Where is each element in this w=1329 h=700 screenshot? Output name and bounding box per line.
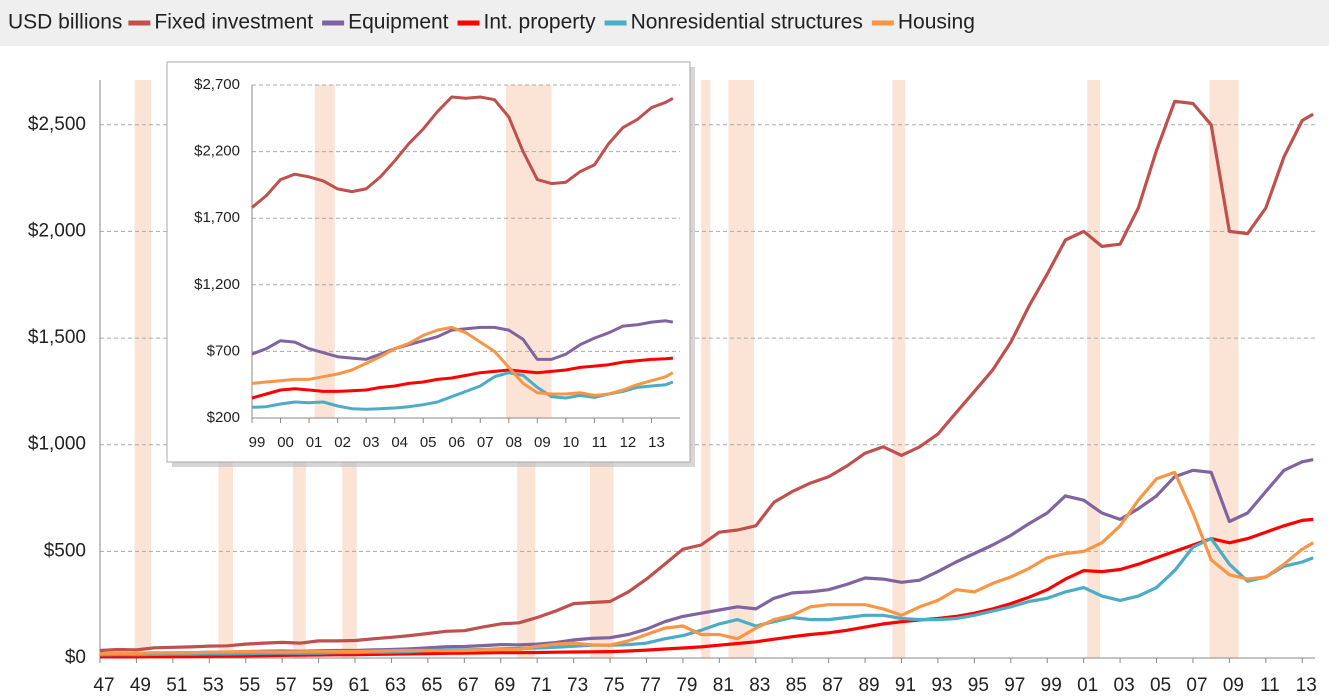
- recession-band: [701, 80, 711, 658]
- x-tick-label: 02: [334, 434, 351, 451]
- series-line: [99, 470, 1315, 656]
- recession-band: [505, 85, 552, 418]
- x-tick-label: 12: [620, 434, 637, 451]
- y-tick-label: $1,700: [194, 209, 240, 226]
- y-tick-label: $500: [44, 540, 86, 561]
- header-band: [0, 0, 1329, 46]
- x-tick-label: 77: [640, 675, 661, 696]
- recession-band: [134, 80, 152, 658]
- x-tick-label: 93: [931, 675, 952, 696]
- x-tick-label: 01: [306, 434, 323, 451]
- x-tick-label: 99: [249, 434, 266, 451]
- legend-label: Int. property: [484, 11, 597, 34]
- x-tick-label: 13: [648, 434, 665, 451]
- x-tick-label: 47: [93, 675, 114, 696]
- x-tick-label: 55: [239, 675, 260, 696]
- x-tick-label: 79: [676, 675, 697, 696]
- x-tick-label: 03: [1114, 675, 1135, 696]
- x-tick-label: 95: [968, 675, 989, 696]
- x-tick-label: 49: [130, 675, 151, 696]
- y-tick-label: $1,200: [194, 276, 240, 293]
- x-tick-label: 91: [895, 675, 916, 696]
- x-tick-label: 71: [531, 675, 552, 696]
- x-tick-label: 07: [477, 434, 494, 451]
- y-tick-label: $0: [65, 647, 86, 668]
- x-tick-label: 11: [592, 434, 608, 451]
- x-tick-label: 03: [363, 434, 380, 451]
- x-tick-label: 10: [563, 434, 580, 451]
- x-tick-label: 81: [713, 675, 734, 696]
- legend-label: Fixed investment: [154, 11, 313, 34]
- y-tick-label: $1,000: [28, 434, 86, 455]
- y-tick-label: $1,500: [28, 327, 86, 348]
- y-tick-label: $2,700: [194, 76, 240, 93]
- x-tick-label: 53: [203, 675, 224, 696]
- x-tick-label: 75: [603, 675, 624, 696]
- y-tick-label: $2,500: [28, 114, 86, 135]
- x-tick-label: 97: [1004, 675, 1025, 696]
- x-tick-label: 13: [1296, 675, 1317, 696]
- x-tick-label: 09: [534, 434, 551, 451]
- x-tick-label: 87: [822, 675, 843, 696]
- x-tick-label: 09: [1223, 675, 1244, 696]
- y-axis-label: USD billions: [8, 11, 122, 34]
- x-tick-label: 99: [1041, 675, 1062, 696]
- x-tick-label: 04: [391, 434, 408, 451]
- x-tick-label: 01: [1077, 675, 1098, 696]
- x-tick-label: 65: [421, 675, 442, 696]
- x-tick-label: 61: [348, 675, 369, 696]
- x-tick-label: 89: [858, 675, 879, 696]
- y-tick-label: $2,200: [194, 143, 240, 160]
- x-tick-label: 51: [166, 675, 187, 696]
- x-tick-label: 73: [567, 675, 588, 696]
- legend-label: Nonresidential structures: [631, 11, 863, 34]
- series-line: [100, 517, 1314, 659]
- x-tick-label: 67: [458, 675, 479, 696]
- recession-band: [314, 85, 335, 418]
- series-line: [251, 325, 674, 397]
- x-tick-label: 83: [749, 675, 770, 696]
- y-tick-label: $700: [207, 342, 240, 359]
- series-line: [251, 356, 674, 400]
- x-tick-label: 59: [312, 675, 333, 696]
- x-tick-label: 07: [1186, 675, 1207, 696]
- series-line: [99, 99, 1315, 653]
- x-tick-label: 11: [1260, 675, 1280, 696]
- recession-band: [1087, 80, 1101, 658]
- x-tick-label: 69: [494, 675, 515, 696]
- y-tick-label: $2,000: [28, 220, 86, 241]
- x-tick-label: 08: [505, 434, 522, 451]
- y-tick-label: $200: [207, 409, 240, 426]
- legend-label: Equipment: [348, 11, 449, 34]
- x-tick-label: 85: [786, 675, 807, 696]
- x-tick-label: 57: [276, 675, 297, 696]
- x-tick-label: 05: [1150, 675, 1171, 696]
- series-line: [251, 319, 674, 361]
- x-tick-label: 63: [385, 675, 406, 696]
- x-tick-label: 00: [277, 434, 294, 451]
- recession-band: [892, 80, 906, 658]
- recession-band: [728, 80, 754, 658]
- x-tick-label: 06: [448, 434, 465, 451]
- legend-label: Housing: [898, 11, 975, 34]
- series-line: [251, 95, 674, 209]
- x-tick-label: 05: [420, 434, 437, 451]
